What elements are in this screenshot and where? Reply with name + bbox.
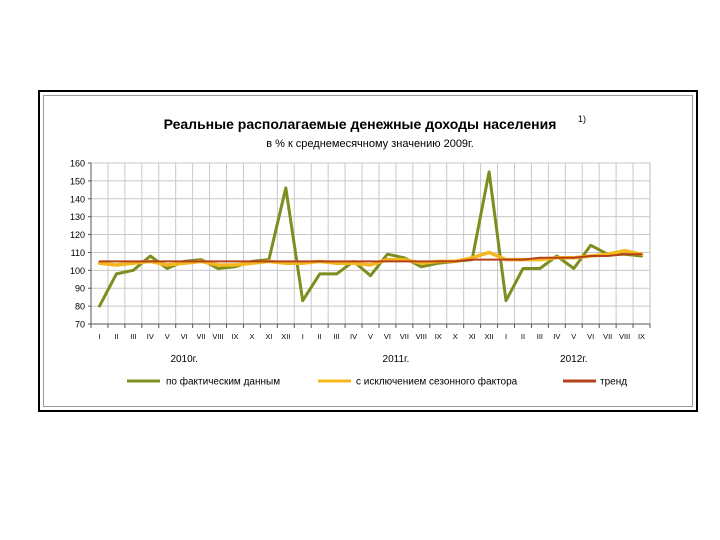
x-tick-label: X bbox=[453, 332, 458, 341]
x-tick-label: IX bbox=[435, 332, 442, 341]
x-tick-label: V bbox=[368, 332, 373, 341]
x-tick-label: IX bbox=[638, 332, 645, 341]
x-tick-label: IV bbox=[553, 332, 560, 341]
x-tick-label: VI bbox=[587, 332, 594, 341]
x-tick-label: VII bbox=[197, 332, 206, 341]
x-tick-label: V bbox=[165, 332, 170, 341]
x-tick-label: V bbox=[571, 332, 576, 341]
year-labels: 2010г. 2011г. 2012г. bbox=[170, 354, 587, 365]
x-tick-label: XII bbox=[281, 332, 290, 341]
y-tick-label: 140 bbox=[70, 194, 85, 204]
x-tick-label: XI bbox=[265, 332, 272, 341]
x-tick-label: II bbox=[114, 332, 118, 341]
x-tick-label: X bbox=[249, 332, 254, 341]
chart-axes bbox=[88, 162, 651, 328]
x-tick-label: III bbox=[130, 332, 136, 341]
x-tick-label: VIII bbox=[416, 332, 427, 341]
x-tick-label: VII bbox=[400, 332, 409, 341]
x-tick-label: I bbox=[302, 332, 304, 341]
plot-area bbox=[90, 162, 651, 325]
x-tick-label: II bbox=[521, 332, 525, 341]
x-tick-label: IV bbox=[350, 332, 357, 341]
x-tick-label: II bbox=[318, 332, 322, 341]
x-tick-label: IX bbox=[231, 332, 238, 341]
chart-lines bbox=[97, 170, 644, 308]
legend-label: с исключением сезонного фактора bbox=[356, 376, 518, 388]
year-label: 2011г. bbox=[383, 354, 410, 365]
chart-legend: по фактическим данным с исключением сезон… bbox=[127, 376, 627, 388]
x-axis-labels: I II III IV V VI VII VIII IX X XI XII I II III IV V VI VII… bbox=[98, 332, 645, 341]
x-tick-label: III bbox=[537, 332, 543, 341]
year-label: 2012г. bbox=[560, 354, 587, 365]
x-tick-label: VIII bbox=[212, 332, 223, 341]
x-tick-label: VII bbox=[603, 332, 612, 341]
x-tick-label: I bbox=[98, 332, 100, 341]
y-tick-label: 160 bbox=[70, 159, 85, 169]
x-tick-label: I bbox=[505, 332, 507, 341]
y-tick-label: 110 bbox=[71, 248, 85, 258]
y-tick-label: 100 bbox=[70, 266, 85, 276]
x-tick-label: VI bbox=[384, 332, 391, 341]
y-tick-label: 130 bbox=[70, 212, 85, 222]
y-tick-label: 80 bbox=[75, 302, 85, 312]
y-tick-label: 70 bbox=[75, 320, 85, 330]
y-tick-label: 150 bbox=[70, 176, 85, 186]
chart-grid bbox=[90, 162, 651, 325]
y-axis-labels: 70 80 90 100 110 120 130 140 150 160 bbox=[70, 159, 85, 330]
y-tick-label: 90 bbox=[75, 284, 85, 294]
x-tick-label: XI bbox=[469, 332, 476, 341]
legend-label: по фактическим данным bbox=[166, 376, 280, 388]
legend-label: тренд bbox=[600, 377, 627, 388]
chart-inner-border bbox=[43, 95, 693, 407]
x-tick-label: XII bbox=[484, 332, 493, 341]
chart-subtitle: в % к среднемесячному значению 2009г. bbox=[266, 138, 474, 150]
year-label: 2010г. bbox=[170, 354, 197, 365]
series-line-3 bbox=[98, 253, 643, 263]
x-tick-label: III bbox=[333, 332, 339, 341]
chart-title-superscript: 1) bbox=[578, 114, 586, 124]
chart-title: Реальные располагаемые денежные доходы н… bbox=[164, 116, 557, 132]
x-tick-label: IV bbox=[147, 332, 154, 341]
x-tick-label: VIII bbox=[619, 332, 630, 341]
y-tick-label: 120 bbox=[70, 230, 85, 240]
x-tick-label: VI bbox=[181, 332, 188, 341]
